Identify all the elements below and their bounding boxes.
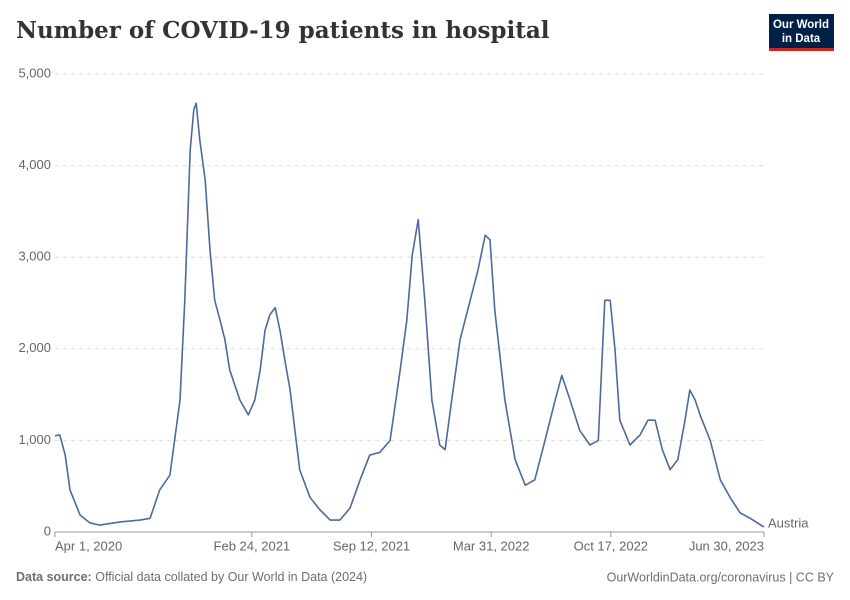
- y-tick-label: 3,000: [18, 249, 51, 264]
- logo-text: Our World: [773, 19, 829, 31]
- logo-box: [769, 14, 834, 50]
- series-label: Austria: [768, 515, 809, 530]
- source-label: Data source:: [16, 570, 92, 584]
- x-tick-label: Oct 17, 2022: [574, 538, 648, 553]
- y-tick-label: 1,000: [18, 432, 51, 447]
- logo-bar: [769, 48, 834, 51]
- y-tick-label: 5,000: [18, 65, 51, 80]
- y-tick-label: 2,000: [18, 340, 51, 355]
- logo-text: in Data: [782, 33, 821, 45]
- footer-right: OurWorldinData.org/coronavirus | CC BY: [607, 570, 835, 584]
- source: Data source: Official data collated by O…: [16, 570, 367, 584]
- y-tick-label: 4,000: [18, 157, 51, 172]
- x-tick-label: Sep 12, 2021: [333, 538, 410, 553]
- x-tick-label: Jun 30, 2023: [689, 538, 764, 553]
- x-tick-label: Apr 1, 2020: [55, 538, 122, 553]
- y-tick-label: 0: [44, 523, 51, 538]
- source-text: Official data collated by Our World in D…: [95, 570, 367, 584]
- chart-title: Number of COVID-19 patients in hospital: [16, 17, 550, 44]
- x-tick-label: Feb 24, 2021: [214, 538, 291, 553]
- x-tick-label: Mar 31, 2022: [453, 538, 530, 553]
- series-line: [54, 102, 765, 528]
